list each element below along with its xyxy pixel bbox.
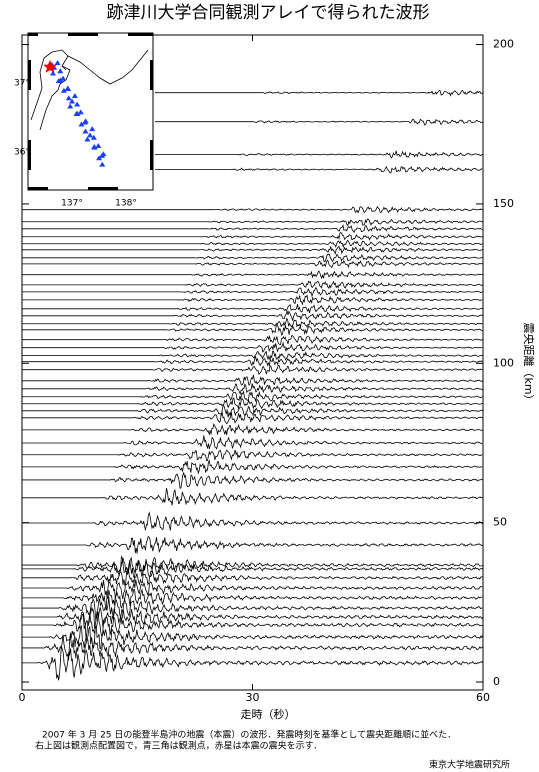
- lon-label: 138°: [115, 199, 137, 209]
- waveform: [22, 472, 483, 489]
- y-tick-label: 200: [493, 38, 514, 51]
- waveform: [22, 334, 483, 346]
- waveform: [22, 588, 483, 611]
- waveform: [22, 270, 484, 280]
- station: [84, 136, 91, 142]
- y-tick-label: 50: [493, 516, 507, 529]
- waveform: [22, 224, 483, 234]
- waveform: [22, 488, 483, 506]
- x-axis-label: 走時（秒）: [241, 707, 296, 721]
- waveform: [22, 579, 483, 600]
- waveform: [22, 218, 483, 227]
- station: [54, 60, 61, 66]
- waveform: [22, 556, 483, 577]
- waveform: [22, 341, 483, 353]
- station: [67, 103, 74, 109]
- waveform: [22, 404, 483, 418]
- waveform: [22, 280, 484, 289]
- waveform: [22, 374, 484, 386]
- station: [60, 87, 67, 93]
- station: [90, 134, 97, 140]
- waveform: [22, 569, 483, 587]
- waveform: [22, 253, 483, 263]
- waveform: [22, 294, 483, 306]
- epicenter: [43, 60, 57, 73]
- station: [65, 95, 72, 101]
- waveform: [22, 596, 483, 622]
- waveform: [22, 459, 483, 475]
- waveform: [22, 611, 483, 641]
- lat-label: 36°: [14, 148, 30, 158]
- waveform: [22, 206, 483, 214]
- waveform: [22, 239, 483, 249]
- waveform: [22, 323, 483, 337]
- station: [50, 70, 57, 76]
- waveform: [22, 364, 484, 376]
- waveform: [22, 624, 483, 650]
- lon-label: 137°: [61, 199, 83, 209]
- y-axis-label: 震央距離（km）: [522, 322, 536, 405]
- x-tick-label: 30: [246, 691, 260, 704]
- waveform: [155, 150, 483, 159]
- waveform: [22, 245, 484, 255]
- station: [57, 77, 64, 83]
- station: [74, 101, 81, 107]
- waveform: [22, 606, 484, 630]
- waveform: [22, 536, 483, 554]
- credit: 東京大学地震研究所: [429, 759, 510, 771]
- waveform: [22, 259, 484, 269]
- station: [96, 155, 103, 161]
- waveform: [22, 555, 484, 579]
- station: [57, 68, 64, 74]
- station: [78, 121, 85, 127]
- waveform: [155, 118, 484, 126]
- waveform: [22, 350, 483, 361]
- station: [77, 109, 84, 115]
- waveform: [22, 397, 483, 410]
- lat-label: 37°: [14, 79, 30, 89]
- station: [74, 111, 81, 117]
- station: [95, 143, 102, 149]
- waveform: [22, 646, 484, 681]
- station: [99, 161, 106, 167]
- waveform: [22, 287, 483, 298]
- waveform: [22, 449, 483, 462]
- x-tick-label: 0: [19, 691, 26, 704]
- waveform: [22, 390, 483, 403]
- station: [69, 98, 76, 104]
- map-inset: 37° 36° 137° 138°: [14, 32, 154, 209]
- station: [91, 144, 98, 150]
- station: [71, 93, 78, 99]
- waveform: [155, 89, 483, 97]
- waveform: [22, 303, 483, 314]
- station: [86, 132, 93, 138]
- waveform: [22, 423, 484, 436]
- y-tick-label: 100: [493, 356, 514, 369]
- waveform: [22, 231, 483, 241]
- y-tick-label: 150: [493, 197, 514, 210]
- station: [100, 151, 107, 157]
- caption: 右上図は観測点配置図で，青三角は観測点，赤星は本震の震央を示す．: [35, 740, 322, 752]
- waveform: [22, 511, 484, 531]
- x-tick-label: 60: [476, 691, 490, 704]
- waveform: [22, 632, 483, 661]
- y-tick-label: 0: [493, 675, 500, 688]
- waveform: [22, 383, 483, 396]
- chart-title: 跡津川大学合同観測アレイで得られた波形: [107, 3, 430, 23]
- waveform: [155, 165, 483, 174]
- waveform: [22, 435, 483, 450]
- waveform: [22, 310, 483, 321]
- caption: 2007 年 3 月 25 日の能登半島沖の地震（本震）の波形．発震時刻を基準と…: [42, 729, 456, 741]
- station: [64, 85, 71, 91]
- station: [82, 128, 89, 134]
- station: [82, 118, 89, 124]
- waveform: [22, 410, 484, 425]
- waveform: [22, 317, 483, 328]
- station: [89, 126, 96, 132]
- waveform: [22, 355, 483, 367]
